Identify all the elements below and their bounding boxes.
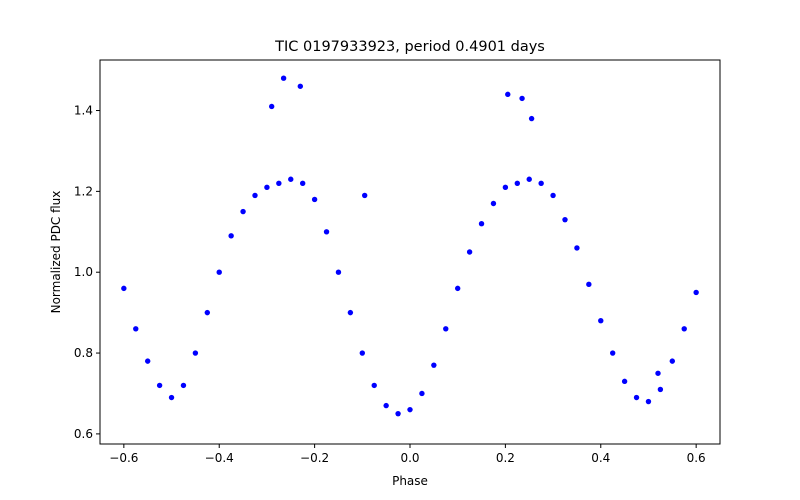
data-point [180, 382, 187, 389]
data-point [252, 192, 258, 199]
data-point [276, 180, 282, 186]
y-tick-label: 1.4 [74, 104, 93, 118]
data-point [192, 350, 199, 356]
data-point [505, 91, 511, 98]
data-point [335, 269, 342, 275]
data-point [121, 285, 127, 292]
data-point [633, 394, 640, 401]
y-tick-label: 0.8 [74, 346, 93, 360]
y-axis-label: Normalized PDC flux [49, 191, 63, 314]
x-tick-label: 0.0 [400, 451, 419, 465]
data-point [621, 378, 628, 385]
data-point [133, 326, 139, 332]
data-point [323, 229, 330, 235]
data-point [609, 350, 616, 356]
data-point [562, 216, 568, 223]
x-tick-label: 0.4 [591, 451, 610, 465]
data-point [204, 309, 211, 316]
data-point [526, 176, 532, 182]
data-point [586, 281, 592, 288]
y-axis-ticks: 0.6 0.8 1.0 1.2 1.4 [74, 104, 100, 441]
data-point [645, 398, 652, 405]
x-tick-label: 0.6 [687, 451, 706, 465]
x-axis-label: Phase [392, 474, 428, 488]
data-point [297, 83, 304, 89]
data-point [299, 180, 306, 186]
data-point [466, 249, 473, 255]
x-axis-ticks: −0.6 −0.4 −0.2 0.0 0.2 0.4 0.6 [109, 444, 706, 465]
data-point [361, 192, 368, 199]
data-point [371, 382, 377, 389]
data-point [693, 289, 699, 296]
data-point [550, 192, 556, 199]
data-point [443, 326, 449, 332]
data-point [514, 180, 521, 186]
plot-frame [99, 59, 721, 445]
data-point [528, 115, 535, 122]
data-points [121, 75, 699, 417]
x-tick-label: −0.2 [300, 451, 329, 465]
data-point [395, 410, 401, 417]
data-point [240, 208, 246, 215]
data-point [347, 309, 354, 316]
data-point [280, 75, 287, 81]
data-point [681, 326, 687, 332]
y-tick-label: 0.6 [74, 427, 93, 441]
data-point [268, 103, 275, 110]
data-point [311, 196, 318, 203]
chart-title: TIC 0197933923, period 0.4901 days [274, 39, 545, 55]
y-tick-label: 1.2 [74, 184, 93, 198]
data-point [407, 406, 413, 413]
data-point [454, 285, 461, 292]
data-point [538, 180, 544, 186]
data-point [478, 221, 485, 227]
data-point [419, 390, 425, 397]
data-point [144, 358, 151, 364]
data-point [288, 176, 294, 182]
data-point [168, 394, 175, 401]
x-tick-label: −0.6 [109, 451, 138, 465]
data-point [216, 269, 222, 275]
data-point [431, 362, 437, 368]
data-point [519, 95, 525, 102]
data-point [264, 184, 270, 191]
data-point [359, 350, 366, 356]
data-point [156, 382, 163, 389]
data-point [657, 386, 664, 393]
x-tick-label: −0.4 [205, 451, 234, 465]
data-point [655, 370, 661, 376]
data-point [669, 358, 676, 364]
data-point [598, 318, 604, 324]
data-point [574, 245, 580, 251]
data-point [490, 200, 497, 207]
data-point [502, 184, 509, 191]
data-point [383, 402, 389, 409]
x-tick-label: 0.2 [496, 451, 515, 465]
y-tick-label: 1.0 [74, 265, 93, 279]
data-point [228, 233, 234, 239]
